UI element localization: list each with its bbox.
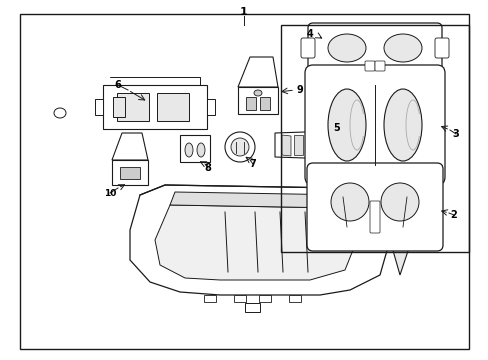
Polygon shape <box>180 135 209 162</box>
FancyBboxPatch shape <box>374 61 384 71</box>
Ellipse shape <box>380 183 418 221</box>
Polygon shape <box>374 198 409 275</box>
Text: 3: 3 <box>452 129 458 139</box>
Text: 5: 5 <box>333 123 340 133</box>
FancyBboxPatch shape <box>369 201 379 233</box>
Ellipse shape <box>383 34 421 62</box>
Ellipse shape <box>327 89 365 161</box>
Polygon shape <box>245 97 256 110</box>
Polygon shape <box>206 99 215 115</box>
Polygon shape <box>353 135 362 156</box>
Polygon shape <box>274 130 364 160</box>
Text: 2: 2 <box>450 210 456 220</box>
Ellipse shape <box>253 90 262 96</box>
Polygon shape <box>244 303 260 312</box>
Ellipse shape <box>327 34 365 62</box>
Polygon shape <box>95 99 103 115</box>
Polygon shape <box>117 93 149 121</box>
FancyBboxPatch shape <box>307 23 441 73</box>
Polygon shape <box>288 295 301 302</box>
Text: 1: 1 <box>240 7 247 17</box>
Polygon shape <box>120 167 140 179</box>
Polygon shape <box>157 93 189 121</box>
Text: 8: 8 <box>204 163 211 173</box>
Polygon shape <box>259 295 270 302</box>
Text: 7: 7 <box>249 159 256 169</box>
Polygon shape <box>130 185 389 295</box>
Ellipse shape <box>224 132 254 162</box>
Polygon shape <box>112 160 148 185</box>
Ellipse shape <box>184 143 193 157</box>
FancyBboxPatch shape <box>301 38 314 58</box>
Ellipse shape <box>230 138 248 156</box>
Text: 9: 9 <box>296 85 303 95</box>
Ellipse shape <box>330 183 368 221</box>
Text: 10: 10 <box>103 189 116 198</box>
Polygon shape <box>282 135 290 156</box>
Polygon shape <box>260 97 269 110</box>
Polygon shape <box>112 133 148 160</box>
Polygon shape <box>234 295 245 302</box>
Ellipse shape <box>54 108 66 118</box>
Polygon shape <box>238 57 278 87</box>
Ellipse shape <box>197 143 204 157</box>
Text: 6: 6 <box>114 80 121 90</box>
Ellipse shape <box>383 89 421 161</box>
FancyBboxPatch shape <box>364 61 374 71</box>
FancyBboxPatch shape <box>305 65 444 185</box>
Polygon shape <box>317 135 326 155</box>
Polygon shape <box>305 135 314 156</box>
Polygon shape <box>203 295 216 302</box>
Polygon shape <box>113 97 125 117</box>
FancyBboxPatch shape <box>306 163 442 251</box>
Polygon shape <box>170 192 349 208</box>
Text: 4: 4 <box>306 29 313 39</box>
Bar <box>281 25 468 252</box>
Polygon shape <box>103 85 206 129</box>
Polygon shape <box>155 205 354 280</box>
Polygon shape <box>341 135 350 155</box>
Polygon shape <box>238 87 278 114</box>
Polygon shape <box>293 135 303 155</box>
FancyBboxPatch shape <box>434 38 448 58</box>
Polygon shape <box>329 135 338 156</box>
